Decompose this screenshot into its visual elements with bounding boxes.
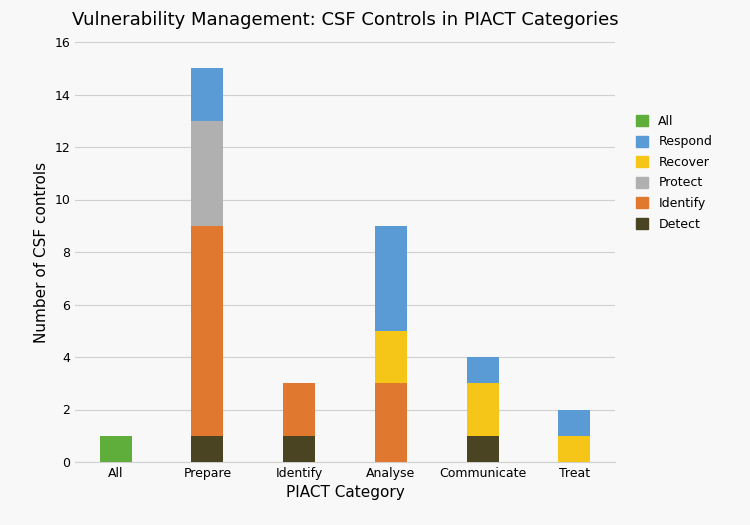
- Bar: [283, 436, 315, 462]
- Bar: [100, 436, 132, 462]
- Bar: [466, 383, 499, 436]
- Bar: [191, 226, 224, 436]
- Bar: [558, 410, 590, 436]
- Bar: [558, 436, 590, 462]
- Bar: [191, 436, 224, 462]
- Legend: All, Respond, Recover, Protect, Identify, Detect: All, Respond, Recover, Protect, Identify…: [632, 111, 716, 234]
- Bar: [191, 68, 224, 121]
- X-axis label: PIACT Category: PIACT Category: [286, 486, 404, 500]
- Bar: [375, 383, 407, 462]
- Title: Vulnerability Management: CSF Controls in PIACT Categories: Vulnerability Management: CSF Controls i…: [72, 12, 618, 29]
- Bar: [466, 357, 499, 383]
- Y-axis label: Number of CSF controls: Number of CSF controls: [34, 162, 49, 343]
- Bar: [283, 383, 315, 436]
- Bar: [466, 436, 499, 462]
- Bar: [375, 331, 407, 383]
- Bar: [191, 121, 224, 226]
- Bar: [375, 226, 407, 331]
